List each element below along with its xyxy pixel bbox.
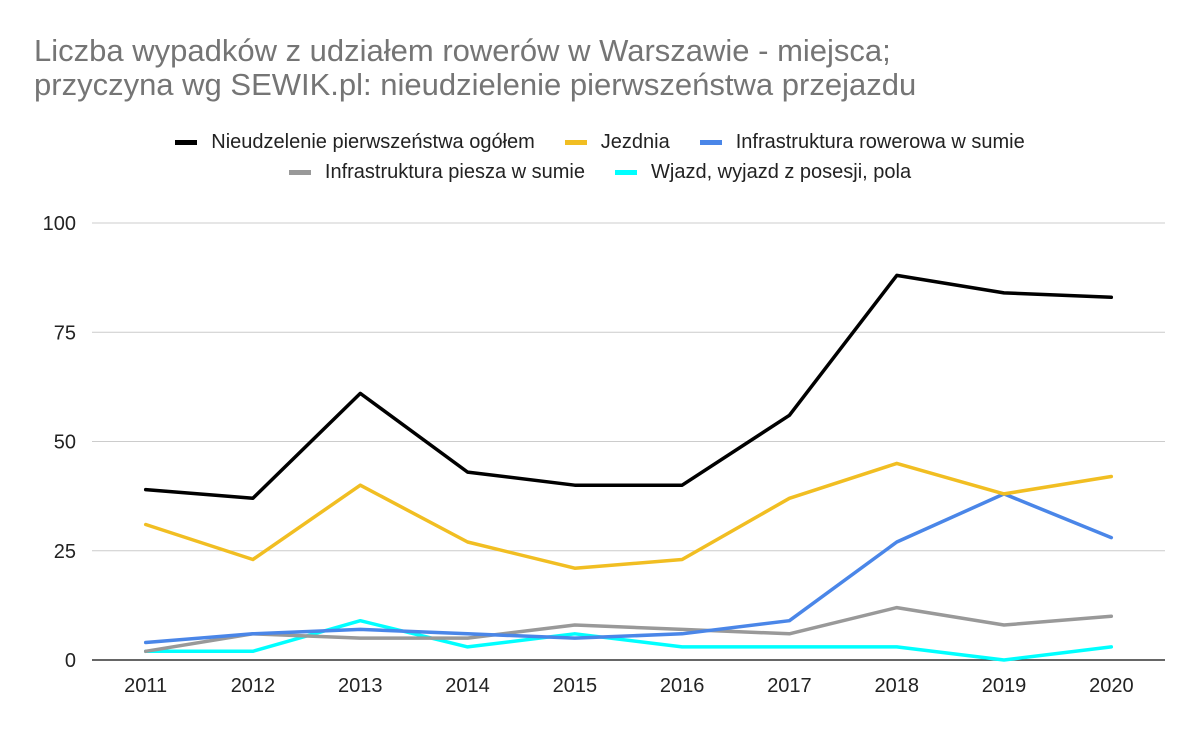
gridlines (92, 222, 1165, 661)
x-tick-label-2013: 2013 (338, 675, 383, 697)
y-tick-label-75: 75 (54, 322, 76, 344)
series-line-1[interactable] (143, 461, 1114, 570)
legend-swatch-posesja (615, 170, 637, 175)
y-tick-label-100: 100 (43, 213, 76, 235)
x-tick-label-2020: 2020 (1089, 675, 1134, 697)
x-tick-label-2017: 2017 (767, 675, 812, 697)
legend-item-posesja[interactable]: Wjazd, wyjazd z posesji, pola (615, 161, 911, 184)
legend-row-1: Nieudzelenie pierwszeństwa ogółem Jezdni… (0, 131, 1200, 154)
x-tick-label-2011: 2011 (124, 675, 167, 697)
x-tick-label-2014: 2014 (445, 675, 490, 697)
legend-swatch-jezdnia (564, 140, 587, 145)
legend-swatch-rowerowa (699, 140, 722, 145)
legend-row-2: Infrastruktura piesza w sumie Wjazd, wyj… (0, 161, 1200, 184)
series-line-2[interactable] (143, 492, 1114, 645)
legend-label-posesja: Wjazd, wyjazd z posesji, pola (651, 161, 912, 183)
legend-item-piesza[interactable]: Infrastruktura piesza w sumie (288, 161, 585, 184)
series-line-3[interactable] (143, 605, 1114, 654)
y-tick-label-0: 0 (65, 650, 76, 672)
x-tick-label-2018: 2018 (875, 675, 920, 697)
legend-label-jezdnia: Jezdnia (600, 131, 670, 153)
chart-title: Liczba wypadków z udziałem rowerów w War… (34, 34, 1174, 102)
series-line-0[interactable] (143, 273, 1114, 501)
legend-item-jezdnia[interactable]: Jezdnia (564, 131, 670, 154)
x-tick-label-2019: 2019 (982, 675, 1027, 697)
legend-label-rowerowa: Infrastruktura rowerowa w sumie (735, 131, 1025, 153)
x-axis-ticks: 2011 2012 2013 2014 2015 2016 2017 2018 2019 2020 (124, 675, 1133, 697)
x-tick-label-2015: 2015 (553, 675, 598, 697)
chart-title-line-1: Liczba wypadków z udziałem rowerów w War… (34, 33, 891, 68)
y-axis-ticks: 0 25 50 75 100 (43, 213, 76, 672)
legend-item-ogolem[interactable]: Nieudzelenie pierwszeństwa ogółem (175, 131, 535, 154)
legend-swatch-piesza (288, 170, 311, 175)
legend-swatch-ogolem (175, 140, 198, 145)
y-tick-label-25: 25 (54, 541, 76, 563)
y-tick-label-50: 50 (54, 432, 76, 454)
chart-title-line-2: przyczyna wg SEWIK.pl: nieudzielenie pie… (34, 67, 917, 102)
x-tick-label-2016: 2016 (660, 675, 705, 697)
legend-item-rowerowa[interactable]: Infrastruktura rowerowa w sumie (699, 131, 1025, 154)
legend-label-piesza: Infrastruktura piesza w sumie (324, 161, 585, 183)
legend-label-ogolem: Nieudzelenie pierwszeństwa ogółem (211, 131, 535, 153)
series-lines (143, 273, 1114, 662)
x-tick-label-2012: 2012 (231, 675, 276, 697)
